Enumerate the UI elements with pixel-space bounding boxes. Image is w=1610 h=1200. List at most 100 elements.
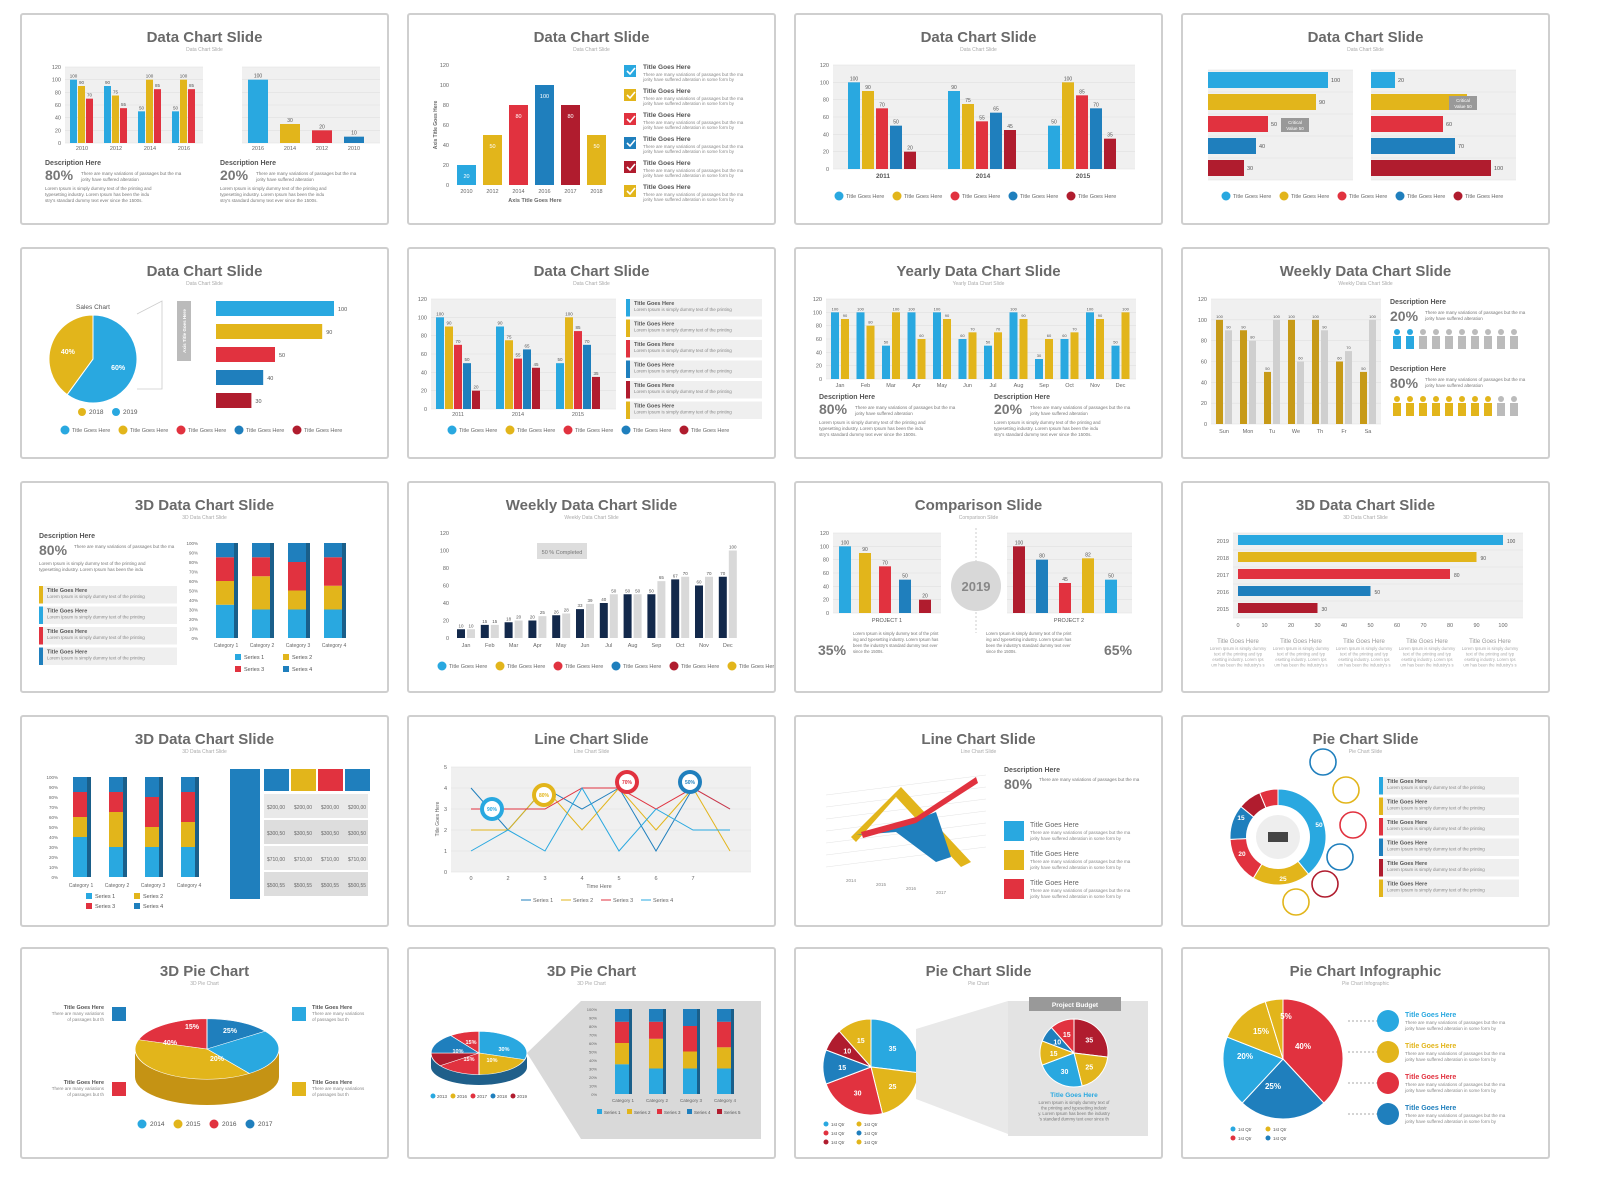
data-label: 90 — [326, 330, 332, 336]
description-text: There are many variations of passages bu… — [81, 171, 182, 176]
legend-label: 2016 — [457, 1094, 468, 1099]
column-text: Lorem Ipsum is simply dummy — [1336, 646, 1393, 651]
person-icon — [1459, 396, 1465, 402]
x-tick-label: 2011 — [452, 412, 464, 418]
legend-dot — [245, 1119, 255, 1129]
map-pin-inner — [536, 787, 552, 803]
slide-title: Pie Chart Slide — [925, 963, 1032, 980]
x-tick-label: 2016 — [906, 886, 917, 891]
slide-thumbnail[interactable]: 3D Data Chart Slide 3D Data Chart Slide 10… — [1181, 481, 1550, 693]
bar — [1096, 319, 1104, 379]
data-label: 80 — [567, 114, 573, 120]
legend-label: 1st Qtr — [1273, 1127, 1287, 1132]
slide-thumbnail[interactable]: 3D Pie Chart 3D Pie Chart 15% 25% 20% 40% Titl… — [20, 947, 389, 1159]
x-tick-label: Category 1 — [612, 1098, 635, 1103]
item-title: Title Goes Here — [643, 64, 691, 71]
description-text: jority have suffered alteration — [854, 411, 913, 416]
data-label: 18 — [506, 616, 512, 621]
slide-thumbnail[interactable]: Comparison Slide Comparison Slide 120 100 80… — [794, 481, 1163, 693]
list-item-title: Title Goes Here — [47, 609, 87, 615]
slide-thumbnail[interactable]: Yearly Data Chart Slide Yearly Data Chart… — [794, 247, 1163, 459]
description-heading: Description Here — [1004, 767, 1060, 774]
data-label: 65 — [524, 343, 530, 348]
bar — [1312, 319, 1319, 424]
bar — [463, 363, 471, 409]
bar — [587, 135, 606, 185]
slide-thumbnail[interactable]: 3D Data Chart Slide 3D Data Chart Slide De… — [20, 481, 389, 693]
bar-side — [697, 1009, 700, 1094]
bar — [109, 792, 123, 812]
table-icon-cell — [291, 769, 316, 791]
slide-thumbnail[interactable]: Weekly Data Chart Slide Weekly Data Chart… — [407, 481, 776, 693]
bar-side — [306, 543, 310, 638]
slide-subtitle: 3D Data Chart Slide — [182, 515, 227, 521]
person-icon — [1484, 403, 1492, 416]
table-cell: $200,00 — [321, 805, 339, 811]
description-heading: Description Here — [994, 394, 1050, 401]
legend-label: Series 3 — [95, 904, 115, 910]
bar — [145, 797, 159, 827]
slide-thumbnail[interactable]: Data Chart Slide Data Chart Slide 120 100 80… — [407, 247, 776, 459]
slide-thumbnail[interactable]: Data Chart Slide Data Chart Slide 120 100 80… — [407, 13, 776, 225]
table-row — [264, 846, 368, 870]
slide-thumbnail[interactable]: Data Chart Slide Data Chart Slide 120 100 80… — [20, 13, 389, 225]
person-icon — [1458, 336, 1466, 349]
y-tick-label: 30% — [589, 1067, 597, 1072]
feature-icon — [1377, 1010, 1399, 1032]
person-icon — [1433, 329, 1439, 335]
pie-slice — [1073, 1018, 1109, 1058]
ribbon-line — [856, 812, 951, 862]
slide-thumbnail[interactable]: Line Chart Slide Line Chart Slide 2014 2015… — [794, 715, 1163, 927]
slide-thumbnail[interactable]: Pie Chart Infographic Pie Chart Infograph… — [1181, 947, 1550, 1159]
data-label: 45 — [1062, 577, 1068, 583]
person-icon — [1497, 336, 1505, 349]
data-label: 30 — [1037, 353, 1042, 358]
person-icon — [1420, 396, 1426, 402]
bar — [839, 546, 851, 613]
slide-title: Data Chart Slide — [533, 263, 650, 280]
bar — [899, 579, 911, 613]
item-text: jority have suffered alteration in some … — [642, 101, 735, 106]
legend-label: Title Goes Here — [633, 428, 671, 434]
legend-dot — [563, 425, 573, 435]
y-tick-label: 80 — [443, 103, 449, 109]
bar — [1004, 130, 1016, 169]
slide-content: 2014 2015 2016 2017 Description Here 80% There… — [825, 767, 1140, 899]
zoom-panel — [916, 1001, 1008, 1134]
slice-label: 20% — [1237, 1052, 1253, 1061]
bar — [681, 576, 690, 638]
slide-thumbnail[interactable]: 3D Pie Chart 3D Pie Chart 15% 30% 10% 15% 10% 1… — [407, 947, 776, 1159]
y-tick-label: 20 — [823, 150, 829, 156]
legend-label: Title Goes Here — [507, 664, 545, 670]
bar — [324, 609, 342, 638]
slide-thumbnail[interactable]: Weekly Data Chart Slide Weekly Data Chart… — [1181, 247, 1550, 459]
data-label: 90 — [446, 321, 452, 326]
slide-thumbnail[interactable]: Pie Chart Slide Pie Chart 35 25 30 15 10 15 Proj… — [794, 947, 1163, 1159]
slide-thumbnail[interactable]: Line Chart Slide Line Chart Slide 5 4 3 2 1 0 Ti… — [407, 715, 776, 927]
bar — [145, 777, 159, 797]
legend-label: Series 4 — [653, 898, 673, 904]
legend-dot — [1008, 191, 1018, 201]
bar-side — [342, 543, 346, 638]
data-label: 100 — [70, 74, 78, 79]
legend-dot — [1265, 1126, 1271, 1132]
list-item — [1379, 797, 1519, 815]
legend-label: Title Goes Here — [1078, 194, 1116, 200]
column-title: Title Goes Here — [1469, 639, 1511, 645]
x-tick-label: 0 — [469, 876, 472, 882]
callout-text: Critical — [1288, 120, 1302, 125]
slide-thumbnail[interactable]: Data Chart Slide Data Chart Slide 120 100 80… — [794, 13, 1163, 225]
slide-thumbnail[interactable]: Data Chart Slide Data Chart Slide 100 90 50 4… — [1181, 13, 1550, 225]
y-tick-label: 70% — [589, 1033, 597, 1038]
description-heading: Description Here — [45, 160, 101, 167]
table-icon-cell — [345, 769, 370, 791]
list-item-title: Title Goes Here — [1387, 861, 1427, 867]
bar — [1086, 312, 1094, 379]
data-label: 90 — [79, 80, 85, 85]
item-text: There are many variations — [312, 1011, 365, 1016]
slide-thumbnail[interactable]: Pie Chart Slide Pie Chart Slide 10 8 15 20 25 5… — [1181, 715, 1550, 927]
slide-thumbnail[interactable]: 3D Data Chart Slide 3D Data Chart Slide 10… — [20, 715, 389, 927]
y-tick-label: 100 — [440, 549, 449, 555]
slide-thumbnail[interactable]: Data Chart Slide Data Chart Slide Sales Ch… — [20, 247, 389, 459]
